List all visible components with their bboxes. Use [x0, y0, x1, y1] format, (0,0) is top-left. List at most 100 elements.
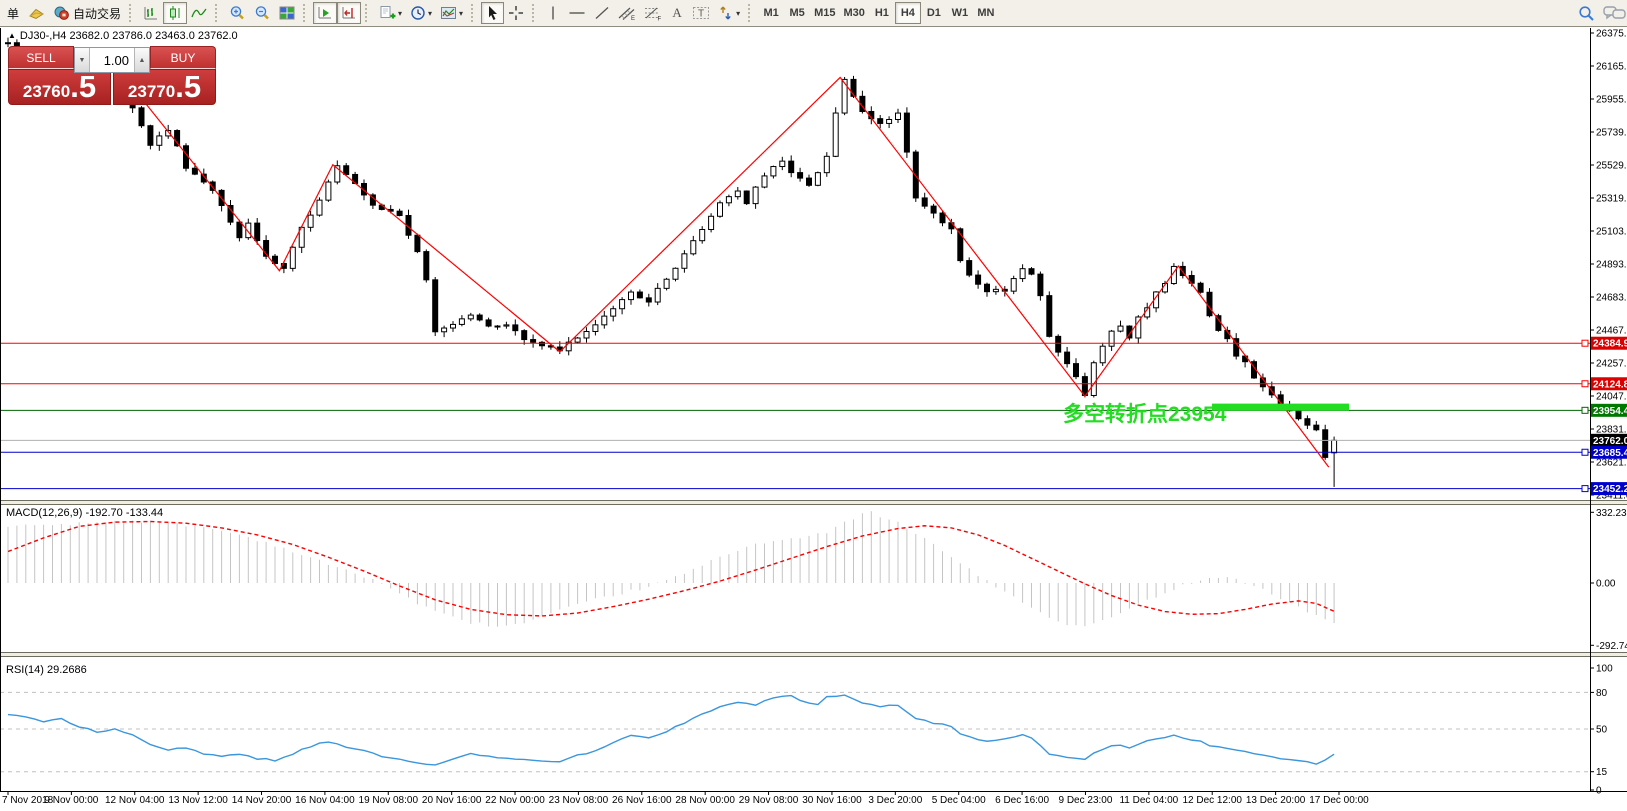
timeframe-m15-button[interactable]: M15: [814, 7, 836, 19]
buy-button[interactable]: BUY: [150, 46, 216, 69]
volume-increase-button[interactable]: ▲: [134, 48, 149, 72]
toolbar-grip: [365, 4, 371, 22]
price-axis: 26375.0 26165.0 25955.0 25739.0 25529.0 25319…: [0, 28, 1627, 797]
timeframe-mn-button[interactable]: MN: [977, 7, 995, 19]
crosshair-tool-button[interactable]: [504, 2, 528, 24]
dropdown-caret-icon: ▾: [736, 8, 741, 18]
trendline-icon: [595, 7, 609, 19]
svg-text:25103.0: 25103.0: [1596, 227, 1627, 238]
chart-shift-button[interactable]: [337, 2, 362, 24]
yellow-tool-button[interactable]: [24, 2, 49, 24]
text-label-tool-button[interactable]: T: [688, 2, 714, 24]
svg-text:5 Dec 04:00: 5 Dec 04:00: [932, 795, 986, 806]
svg-text:29 Nov 08:00: 29 Nov 08:00: [739, 795, 799, 806]
dropdown-caret-icon: ▾: [398, 8, 403, 18]
svg-text:25739.0: 25739.0: [1596, 128, 1627, 139]
templates-button[interactable]: ▾: [436, 2, 467, 24]
svg-text:17 Dec 00:00: 17 Dec 00:00: [1309, 795, 1369, 806]
clock-icon: [411, 6, 425, 20]
channel-icon: E: [618, 7, 635, 21]
toolbar-grip: [215, 4, 221, 22]
timeframe-h4-button[interactable]: H4: [894, 2, 921, 24]
timeframe-m1-button[interactable]: M1: [763, 7, 779, 19]
svg-text:24124.8: 24124.8: [1593, 379, 1627, 390]
svg-text:19 Nov 08:00: 19 Nov 08:00: [359, 795, 419, 806]
auto-scroll-icon: [318, 7, 332, 19]
vertical-line-tool-button[interactable]: [542, 2, 564, 24]
price-chart-canvas[interactable]: 多空转折点23954 26375.0 26165.0 25955.0 25739.0 25…: [0, 28, 1627, 811]
symbol-triangle-icon: ▲: [8, 31, 16, 40]
svg-text:23 Nov 08:00: 23 Nov 08:00: [549, 795, 609, 806]
timeframe-m30-button[interactable]: M30: [843, 7, 865, 19]
svg-text:23685.4: 23685.4: [1593, 448, 1627, 459]
periods-button[interactable]: ▾: [406, 2, 436, 24]
sell-button[interactable]: SELL: [8, 46, 74, 69]
buy-price[interactable]: 23770.5: [113, 69, 216, 105]
svg-text:9 Nov 00:00: 9 Nov 00:00: [44, 795, 98, 806]
cursor-tool-button[interactable]: [481, 2, 505, 24]
ohlc-header: ▲ DJ30-,H4 23682.0 23786.0 23463.0 23762.…: [8, 30, 238, 42]
arrows-tool-button[interactable]: ▾: [714, 2, 744, 24]
svg-text:12 Nov 04:00: 12 Nov 04:00: [105, 795, 165, 806]
zigzag-line[interactable]: [114, 64, 1330, 468]
auto-scroll-button[interactable]: [313, 2, 338, 24]
svg-text:24683.0: 24683.0: [1596, 293, 1627, 304]
equidistant-channel-tool-button[interactable]: E: [614, 2, 640, 24]
svg-text:23621.0: 23621.0: [1596, 458, 1627, 469]
toolbar-grip: [303, 4, 309, 22]
tile-windows-icon: [279, 6, 295, 20]
svg-text:23411.0: 23411.0: [1596, 491, 1627, 502]
svg-text:24047.0: 24047.0: [1596, 392, 1627, 403]
fibonacci-tool-button[interactable]: F: [640, 2, 666, 24]
horizontal-line-tool-button[interactable]: [564, 2, 590, 24]
chat-button[interactable]: [1599, 2, 1627, 24]
svg-text:23831.0: 23831.0: [1596, 425, 1627, 436]
template-icon: [441, 7, 457, 19]
timeframe-m5-button[interactable]: M5: [789, 7, 805, 19]
candles-group: [5, 37, 1338, 487]
svg-text:24893.0: 24893.0: [1596, 260, 1627, 271]
toolbar-right-group: [1574, 2, 1627, 24]
svg-text:24467.0: 24467.0: [1596, 326, 1627, 337]
ohlc-text: DJ30-,H4 23682.0 23786.0 23463.0 23762.0: [19, 30, 238, 42]
line-chart-type-button[interactable]: [187, 2, 211, 24]
timeframe-h1-button[interactable]: H1: [874, 7, 889, 19]
zoom-out-button[interactable]: [250, 2, 275, 24]
sell-price-fraction: .5: [70, 69, 97, 104]
autotrading-button[interactable]: 自动交易: [49, 2, 125, 24]
text-tool-button[interactable]: A: [666, 2, 688, 24]
svg-text:26 Nov 16:00: 26 Nov 16:00: [612, 795, 672, 806]
toolbar-grip: [129, 4, 135, 22]
crosshair-icon: [509, 6, 524, 20]
trade-panel-top-row: SELL BUY: [8, 46, 216, 69]
volume-spinner: ▼ 1.00 ▲: [74, 47, 150, 73]
sell-price[interactable]: 23760.5: [8, 69, 111, 105]
bar-chart-type-button[interactable]: [139, 2, 163, 24]
svg-text:23762.0: 23762.0: [1593, 436, 1627, 447]
search-button[interactable]: [1574, 2, 1599, 24]
volume-decrease-button[interactable]: ▼: [75, 48, 90, 72]
horizontal-line-icon: [569, 12, 585, 14]
svg-text:12 Dec 12:00: 12 Dec 12:00: [1182, 795, 1242, 806]
candle-chart-type-button[interactable]: [163, 2, 188, 24]
timeframe-d1-button[interactable]: D1: [926, 7, 941, 19]
toolbar: 单 自动交易: [0, 0, 1627, 27]
chart-annotation-text[interactable]: 多空转折点23954: [1063, 402, 1227, 426]
volume-value[interactable]: 1.00: [103, 52, 129, 68]
rsi-indicator-label: RSI(14) 29.2686: [6, 664, 87, 676]
svg-text:30 Nov 16:00: 30 Nov 16:00: [802, 795, 862, 806]
indicators-button[interactable]: ▾: [375, 2, 406, 24]
svg-text:24257.0: 24257.0: [1596, 359, 1627, 370]
zoom-in-button[interactable]: [225, 2, 250, 24]
green-trend-segment[interactable]: [1212, 403, 1349, 411]
svg-text:20 Nov 16:00: 20 Nov 16:00: [422, 795, 482, 806]
macd-pane: [7, 511, 1335, 627]
new-order-button[interactable]: 单: [2, 2, 24, 24]
tile-windows-button[interactable]: [275, 2, 299, 24]
timeframe-w1-button[interactable]: W1: [951, 7, 969, 19]
zoom-out-icon: [255, 6, 269, 20]
macd-indicator-label: MACD(12,26,9) -192.70 -133.44: [6, 507, 164, 519]
trendline-tool-button[interactable]: [590, 2, 614, 24]
svg-text:E: E: [631, 16, 635, 21]
